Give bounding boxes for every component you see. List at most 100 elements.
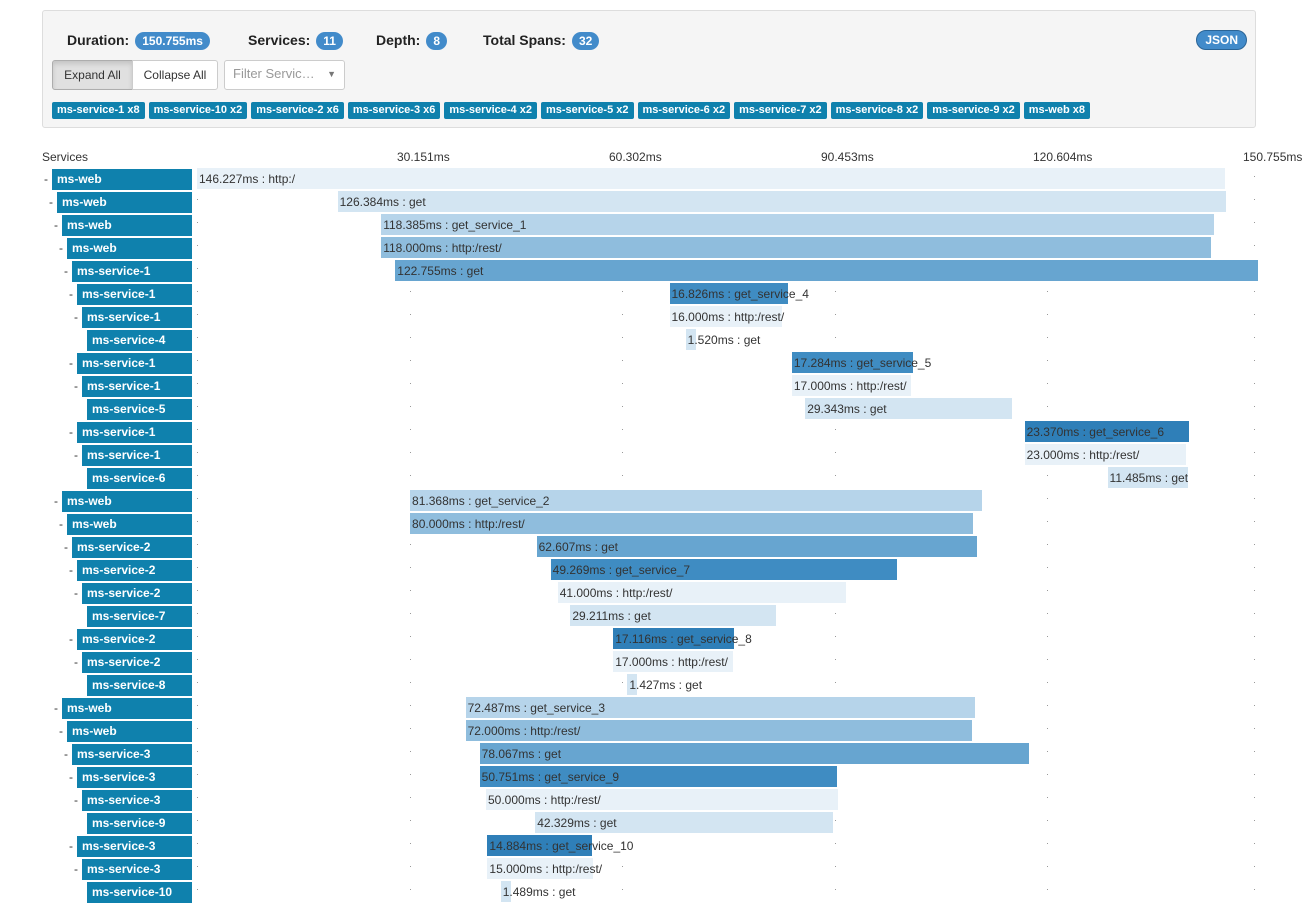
span-duration-bar[interactable]: [381, 214, 1214, 235]
service-tag[interactable]: ms-service-8 x2: [830, 102, 924, 119]
collapse-toggle[interactable]: -: [74, 448, 78, 462]
span-duration-bar[interactable]: [500, 881, 512, 902]
collapse-toggle[interactable]: -: [59, 517, 63, 531]
span-row[interactable]: - ms-web 81.368ms : get_service_2: [0, 490, 1313, 513]
service-tag[interactable]: ms-service-1 x8: [52, 102, 145, 119]
span-row[interactable]: - ms-service-3 50.751ms : get_service_9: [0, 766, 1313, 789]
span-row[interactable]: - ms-service-2 49.269ms : get_service_7: [0, 559, 1313, 582]
span-duration-bar[interactable]: [485, 789, 838, 810]
service-tag[interactable]: ms-service-5 x2: [540, 102, 634, 119]
span-row[interactable]: - ms-web 126.384ms : get: [0, 191, 1313, 214]
span-duration-bar[interactable]: [536, 536, 977, 557]
collapse-toggle[interactable]: -: [54, 218, 58, 232]
span-row[interactable]: - ms-web 118.385ms : get_service_1: [0, 214, 1313, 237]
span-duration-bar[interactable]: [479, 743, 1029, 764]
filter-services-select[interactable]: Filter Servic… ▼: [224, 60, 345, 90]
collapse-toggle[interactable]: -: [64, 540, 68, 554]
collapse-toggle[interactable]: -: [44, 172, 48, 186]
span-row[interactable]: - ms-service-1 16.000ms : http:/rest/: [0, 306, 1313, 329]
collapse-toggle[interactable]: -: [54, 701, 58, 715]
span-row[interactable]: ms-service-8 1.427ms : get: [0, 674, 1313, 697]
span-row[interactable]: - ms-service-1 122.755ms : get: [0, 260, 1313, 283]
span-duration-bar[interactable]: [1107, 467, 1189, 488]
span-row[interactable]: ms-service-6 11.485ms : get: [0, 467, 1313, 490]
span-duration-bar[interactable]: [669, 306, 782, 327]
collapse-toggle[interactable]: -: [74, 655, 78, 669]
expand-all-button[interactable]: Expand All: [52, 60, 133, 90]
span-duration-bar[interactable]: [410, 490, 983, 511]
collapse-toggle[interactable]: -: [49, 195, 53, 209]
span-duration-bar[interactable]: [487, 858, 593, 879]
collapse-toggle[interactable]: -: [69, 356, 73, 370]
span-duration-bar[interactable]: [487, 835, 593, 856]
collapse-toggle[interactable]: -: [74, 310, 78, 324]
span-duration-bar[interactable]: [337, 191, 1227, 212]
span-duration-bar[interactable]: [570, 605, 776, 626]
span-duration-bar[interactable]: [557, 582, 846, 603]
service-tag[interactable]: ms-service-6 x2: [637, 102, 731, 119]
span-row[interactable]: ms-service-10 1.489ms : get: [0, 881, 1313, 904]
collapse-toggle[interactable]: -: [74, 862, 78, 876]
span-duration-bar[interactable]: [550, 559, 898, 580]
collapse-toggle[interactable]: -: [54, 494, 58, 508]
span-duration-bar[interactable]: [791, 352, 914, 373]
service-tag[interactable]: ms-service-7 x2: [734, 102, 827, 119]
collapse-toggle[interactable]: -: [59, 241, 63, 255]
json-button[interactable]: JSON: [1196, 30, 1247, 50]
span-duration-bar[interactable]: [395, 260, 1258, 281]
span-duration-bar[interactable]: [381, 237, 1211, 258]
service-tag[interactable]: ms-service-10 x2: [148, 102, 248, 119]
service-tag[interactable]: ms-service-4 x2: [444, 102, 537, 119]
span-row[interactable]: ms-service-7 29.211ms : get: [0, 605, 1313, 628]
span-row[interactable]: - ms-service-1 16.826ms : get_service_4: [0, 283, 1313, 306]
span-duration-bar[interactable]: [1024, 444, 1187, 465]
span-row[interactable]: ms-service-9 42.329ms : get: [0, 812, 1313, 835]
span-row[interactable]: ms-service-4 1.520ms : get: [0, 329, 1313, 352]
collapse-toggle[interactable]: -: [74, 793, 78, 807]
span-row[interactable]: - ms-service-3 15.000ms : http:/rest/: [0, 858, 1313, 881]
span-row[interactable]: - ms-service-2 41.000ms : http:/rest/: [0, 582, 1313, 605]
span-duration-bar[interactable]: [465, 720, 972, 741]
span-duration-bar[interactable]: [791, 375, 912, 396]
span-row[interactable]: - ms-web 72.487ms : get_service_3: [0, 697, 1313, 720]
span-duration-bar[interactable]: [535, 812, 833, 833]
collapse-toggle[interactable]: -: [74, 379, 78, 393]
collapse-toggle[interactable]: -: [69, 632, 73, 646]
span-row[interactable]: - ms-web 72.000ms : http:/rest/: [0, 720, 1313, 743]
collapse-toggle[interactable]: -: [74, 586, 78, 600]
span-duration-bar[interactable]: [613, 651, 733, 672]
collapse-toggle[interactable]: -: [69, 287, 73, 301]
collapse-toggle[interactable]: -: [59, 724, 63, 738]
span-row[interactable]: - ms-web 118.000ms : http:/rest/: [0, 237, 1313, 260]
collapse-toggle[interactable]: -: [69, 839, 73, 853]
span-row[interactable]: ms-service-5 29.343ms : get: [0, 398, 1313, 421]
span-duration-bar[interactable]: [1024, 421, 1189, 442]
service-tag[interactable]: ms-service-3 x6: [347, 102, 441, 119]
collapse-toggle[interactable]: -: [69, 425, 73, 439]
collapse-toggle[interactable]: -: [64, 264, 68, 278]
service-tag[interactable]: ms-web x8: [1023, 102, 1090, 119]
span-row[interactable]: - ms-service-3 14.884ms : get_service_10: [0, 835, 1313, 858]
span-duration-bar[interactable]: [410, 513, 973, 534]
span-duration-bar[interactable]: [805, 398, 1012, 419]
span-row[interactable]: - ms-service-1 17.000ms : http:/rest/: [0, 375, 1313, 398]
span-row[interactable]: - ms-service-2 17.116ms : get_service_8: [0, 628, 1313, 651]
span-row[interactable]: - ms-service-3 78.067ms : get: [0, 743, 1313, 766]
service-tag[interactable]: ms-service-2 x6: [251, 102, 344, 119]
collapse-all-button[interactable]: Collapse All: [132, 60, 218, 90]
span-row[interactable]: - ms-service-3 50.000ms : http:/rest/: [0, 789, 1313, 812]
service-tag[interactable]: ms-service-9 x2: [927, 102, 1020, 119]
span-duration-bar[interactable]: [685, 329, 697, 350]
span-row[interactable]: - ms-service-1 23.370ms : get_service_6: [0, 421, 1313, 444]
span-row[interactable]: - ms-service-1 23.000ms : http:/rest/: [0, 444, 1313, 467]
collapse-toggle[interactable]: -: [69, 770, 73, 784]
span-row[interactable]: - ms-web 146.227ms : http:/: [0, 168, 1313, 191]
span-row[interactable]: - ms-web 80.000ms : http:/rest/: [0, 513, 1313, 536]
span-row[interactable]: - ms-service-1 17.284ms : get_service_5: [0, 352, 1313, 375]
span-duration-bar[interactable]: [479, 766, 837, 787]
span-duration-bar[interactable]: [465, 697, 976, 718]
span-row[interactable]: - ms-service-2 17.000ms : http:/rest/: [0, 651, 1313, 674]
span-row[interactable]: - ms-service-2 62.607ms : get: [0, 536, 1313, 559]
collapse-toggle[interactable]: -: [64, 747, 68, 761]
collapse-toggle[interactable]: -: [69, 563, 73, 577]
